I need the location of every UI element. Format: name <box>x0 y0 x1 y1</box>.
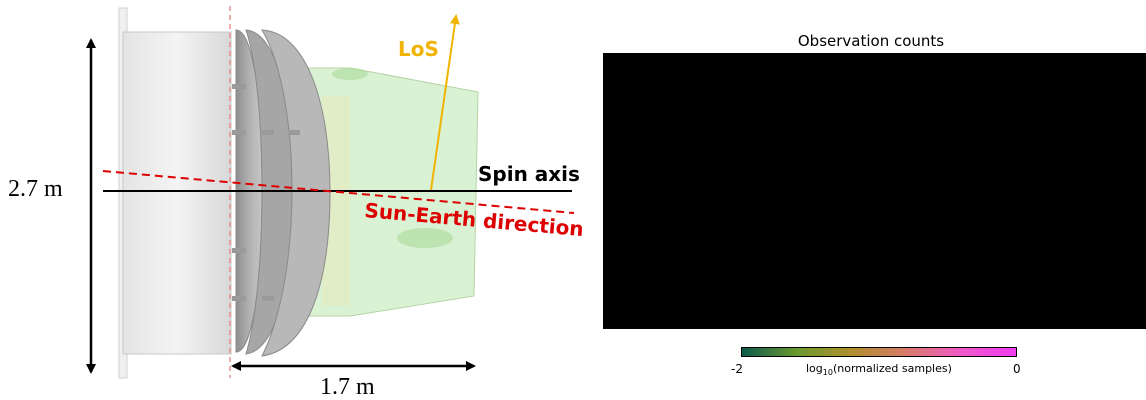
observation-title: Observation counts <box>797 32 945 50</box>
spin-axis-label: Spin axis <box>478 162 580 186</box>
spacecraft-diagram-svg: 2.7 m 1.7 m Spin axis Sun-Earth directio… <box>8 6 585 400</box>
los-label: LoS <box>398 37 439 61</box>
spacecraft-drum <box>122 31 232 355</box>
colorbar <box>741 347 1017 357</box>
colorbar-max-tick: 0 <box>1013 362 1021 376</box>
support-bars <box>232 84 300 301</box>
los-arrow <box>430 14 460 191</box>
sun-earth-line <box>102 170 575 214</box>
mirror-panel-3 <box>261 29 331 357</box>
length-label: 1.7 m <box>320 374 375 400</box>
observation-panel: Observation counts -2 log10(normalized s… <box>596 0 1146 400</box>
spacecraft-diagram: 2.7 m 1.7 m Spin axis Sun-Earth directio… <box>8 6 585 400</box>
instrument-detail <box>397 228 453 248</box>
colorbar-min-tick: -2 <box>731 362 743 376</box>
colorbar-label: log10(normalized samples) <box>806 362 952 378</box>
observation-count-map <box>603 53 1146 329</box>
instrument-detail-top <box>332 68 368 80</box>
height-label: 2.7 m <box>8 176 63 202</box>
